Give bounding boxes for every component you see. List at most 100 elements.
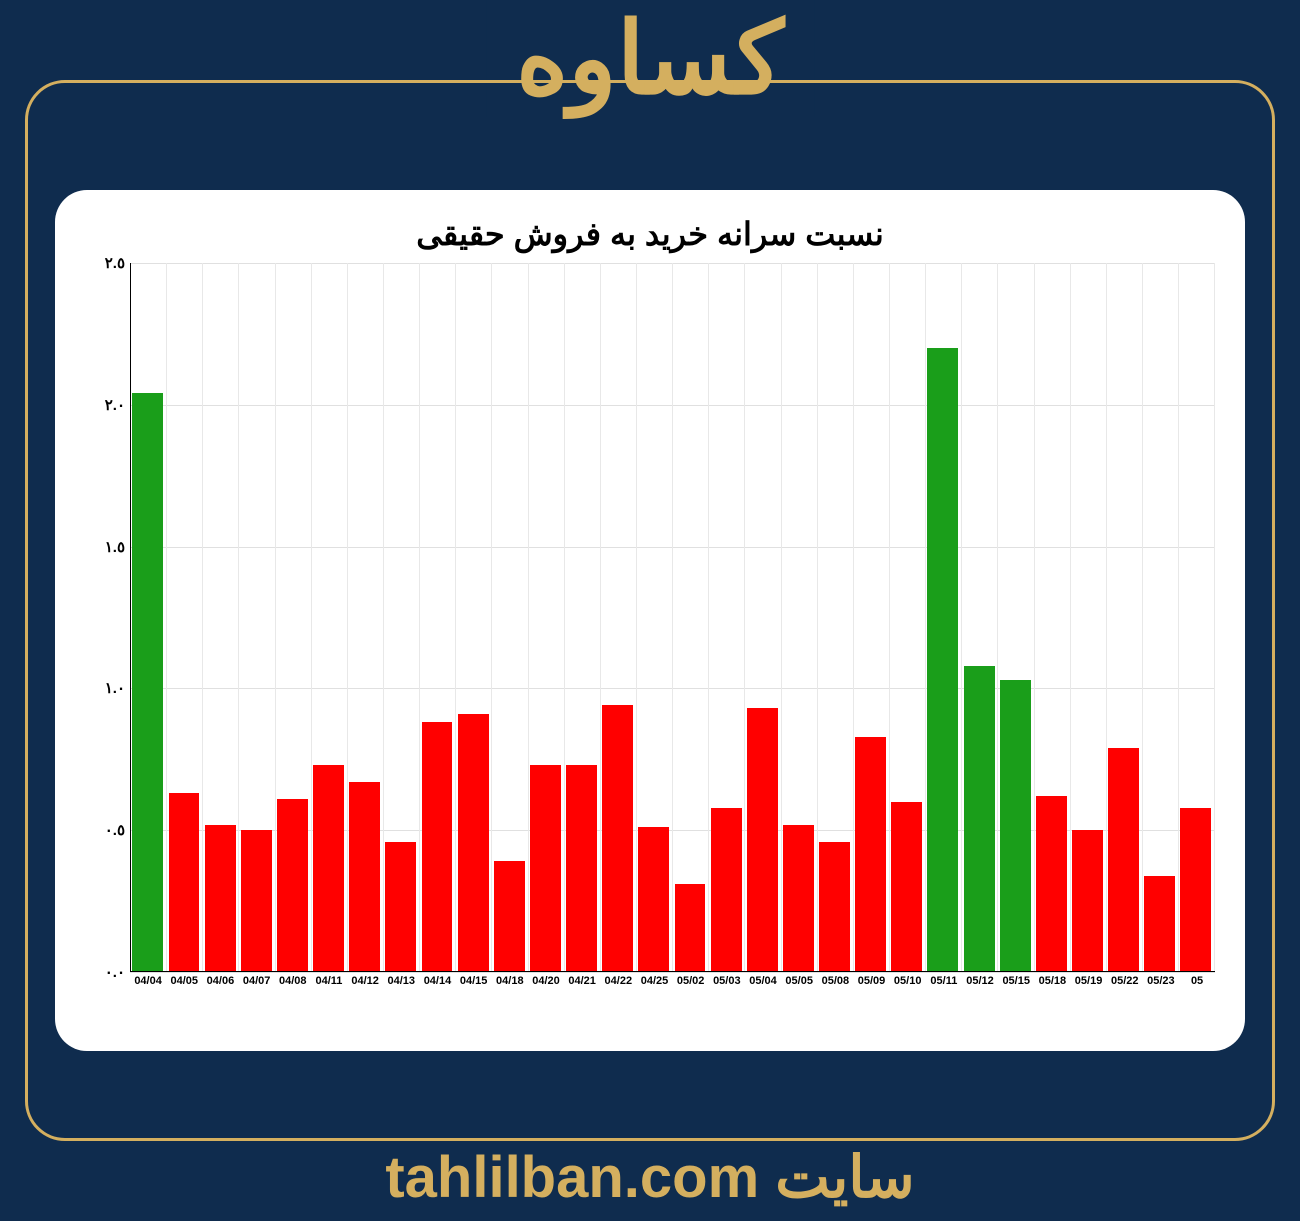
y-tick-label: ٢.٠	[105, 396, 125, 414]
x-tick-label: 05/18	[1034, 972, 1070, 994]
x-tick-label: 04/15	[456, 972, 492, 994]
x-tick-label: 04/05	[166, 972, 202, 994]
y-tick-label: ١.٥	[105, 538, 125, 556]
x-tick-label: 04/25	[636, 972, 672, 994]
x-tick-label: 05/03	[709, 972, 745, 994]
bar	[132, 393, 163, 972]
x-tick-label: 04/22	[600, 972, 636, 994]
footer-text: سایت tahlilban.com	[385, 1143, 914, 1211]
bar-slot	[203, 263, 239, 972]
chart-body: ٠.٠٠.٥١.٠١.٥٢.٠٢.٥ 04/0404/0504/0604/070…	[85, 263, 1215, 994]
x-tick-label: 05/22	[1107, 972, 1143, 994]
bar-slot	[1107, 263, 1143, 972]
bar	[783, 825, 814, 972]
x-tick-label: 05/10	[890, 972, 926, 994]
bar-slot	[782, 263, 818, 972]
bar	[638, 827, 669, 972]
bar-slot	[348, 263, 384, 972]
x-tick-label: 05/19	[1070, 972, 1106, 994]
x-tick-label: 05/02	[673, 972, 709, 994]
x-tick-label: 05	[1179, 972, 1215, 994]
x-axis: 04/0404/0504/0604/0704/0804/1104/1204/13…	[130, 972, 1215, 994]
y-tick-label: ١.٠	[105, 679, 125, 697]
axis-line-left	[130, 263, 131, 972]
bar	[855, 737, 886, 972]
x-tick-label: 05/12	[962, 972, 998, 994]
bar-slot	[565, 263, 601, 972]
bar	[891, 802, 922, 972]
bar	[1036, 796, 1067, 972]
x-tick-label: 04/20	[528, 972, 564, 994]
bar-slot	[239, 263, 275, 972]
x-tick-label: 04/11	[311, 972, 347, 994]
bar-slot	[854, 263, 890, 972]
bar	[602, 705, 633, 972]
bar-slot	[926, 263, 962, 972]
bar-slot	[962, 263, 998, 972]
x-tick-label: 04/04	[130, 972, 166, 994]
x-tick-label: 05/08	[817, 972, 853, 994]
bar-slot	[1071, 263, 1107, 972]
bar	[1072, 830, 1103, 972]
y-axis: ٠.٠٠.٥١.٠١.٥٢.٠٢.٥	[85, 263, 130, 972]
bar	[422, 722, 453, 972]
x-tick-label: 04/12	[347, 972, 383, 994]
bar-slot	[167, 263, 203, 972]
x-tick-label: 04/14	[419, 972, 455, 994]
y-tick-label: ٠.٥	[105, 821, 125, 839]
x-tick-label: 04/13	[383, 972, 419, 994]
x-tick-label: 04/18	[492, 972, 528, 994]
bar	[675, 884, 706, 972]
bar	[169, 793, 200, 972]
bar-slot	[1035, 263, 1071, 972]
bar-slot	[312, 263, 348, 972]
y-tick-label: ٢.٥	[105, 254, 125, 272]
x-tick-label: 04/21	[564, 972, 600, 994]
bar-slot	[709, 263, 745, 972]
bar	[385, 842, 416, 972]
bar	[241, 830, 272, 972]
bar-slot	[130, 263, 167, 972]
bar	[1144, 876, 1175, 972]
bar	[747, 708, 778, 972]
bar	[458, 714, 489, 972]
bar	[494, 861, 525, 972]
x-tick-label: 05/15	[998, 972, 1034, 994]
bar-slot	[456, 263, 492, 972]
bar	[819, 842, 850, 972]
bar-slot	[601, 263, 637, 972]
bar-slot	[745, 263, 781, 972]
bar	[1000, 680, 1031, 972]
x-tick-label: 05/05	[781, 972, 817, 994]
x-tick-label: 04/08	[275, 972, 311, 994]
chart-title: نسبت سرانه خرید به فروش حقیقی	[85, 215, 1215, 253]
bar-slot	[673, 263, 709, 972]
bar	[205, 825, 236, 972]
bar-slot	[529, 263, 565, 972]
bar-slot	[637, 263, 673, 972]
bar	[566, 765, 597, 972]
bar-slot	[276, 263, 312, 972]
bar	[1108, 748, 1139, 972]
bar	[530, 765, 561, 972]
x-tick-label: 04/07	[239, 972, 275, 994]
bar-slot	[420, 263, 456, 972]
bar	[313, 765, 344, 972]
x-tick-label: 05/04	[745, 972, 781, 994]
bar	[1180, 808, 1211, 972]
bar	[711, 808, 742, 972]
bar-slot	[818, 263, 854, 972]
y-tick-label: ٠.٠	[105, 963, 125, 981]
bar-slot	[998, 263, 1034, 972]
bar	[349, 782, 380, 972]
bar	[964, 666, 995, 972]
bar-slot	[1143, 263, 1179, 972]
bars-container	[130, 263, 1215, 972]
plot-area	[130, 263, 1215, 972]
bar-slot	[890, 263, 926, 972]
x-tick-label: 05/11	[926, 972, 962, 994]
x-tick-label: 05/23	[1143, 972, 1179, 994]
bar	[927, 348, 958, 972]
bar-slot	[1179, 263, 1215, 972]
chart-panel: نسبت سرانه خرید به فروش حقیقی ٠.٠ ٠.٥ ١.٠ ١…	[55, 190, 1245, 1051]
